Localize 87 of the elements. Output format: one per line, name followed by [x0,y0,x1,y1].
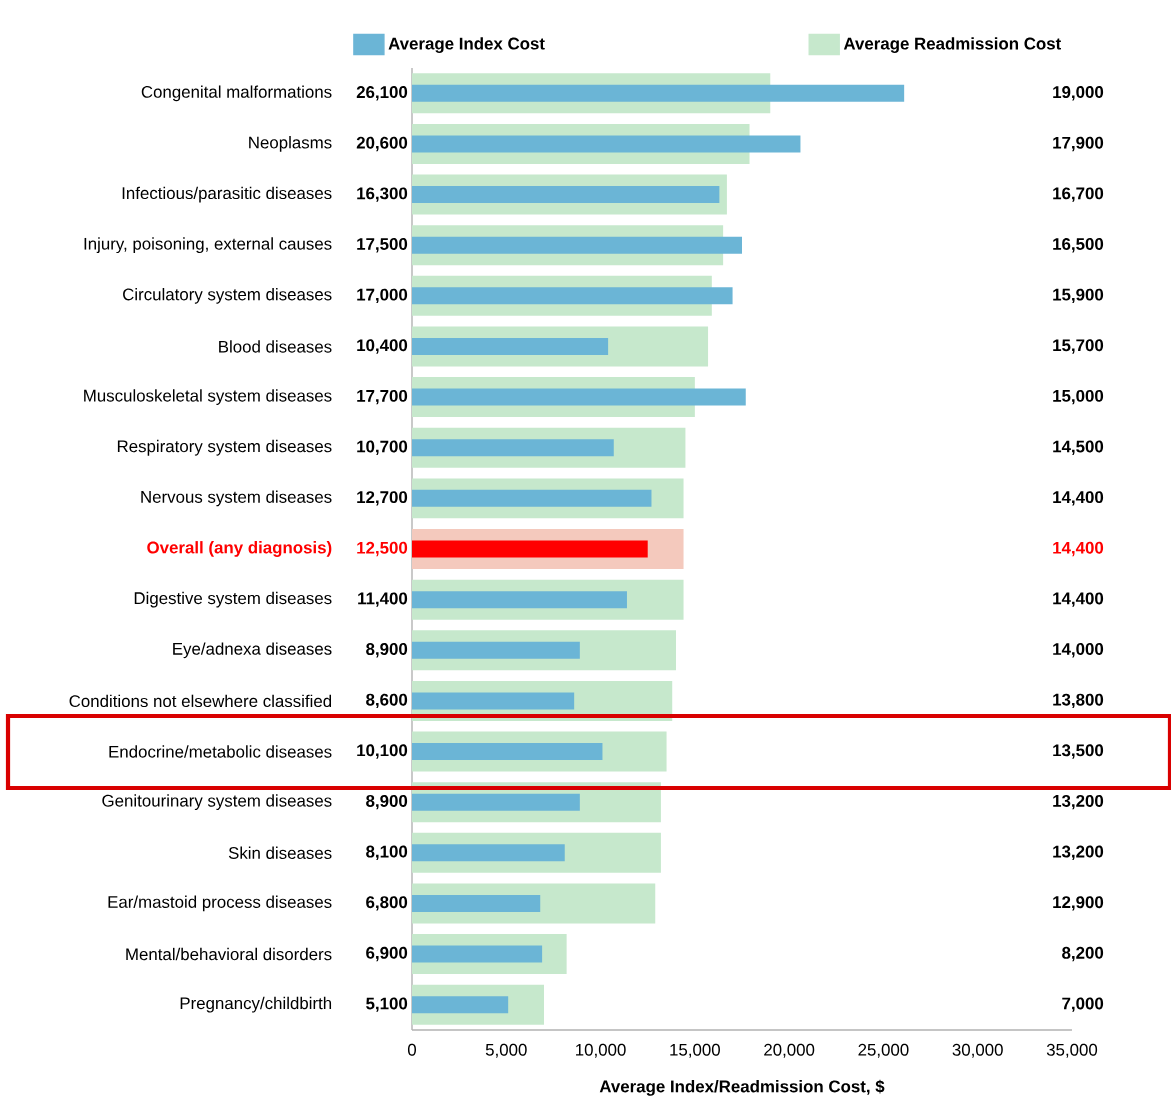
bar [412,641,580,659]
text: 13,200 [1053,845,1104,860]
bar [412,540,648,558]
text: 16,500 [1053,238,1104,253]
text: 16,300 [357,187,408,202]
y-tick-label: Endocrine/metabolic diseases [109,745,332,758]
text: 12,500 [357,541,408,557]
text: 8,200 [1062,946,1104,962]
text: 12,700 [357,491,408,506]
text: 6,900 [366,946,408,962]
text: 19,000 [1053,86,1104,101]
text: 8,600 [366,693,408,709]
bar [412,84,905,102]
text: 10,700 [357,440,408,455]
y-tick-label: Eye/adnexa diseases [173,642,332,659]
bar [412,489,652,507]
bar [412,337,609,355]
text: 7,000 [1062,997,1104,1012]
text: 17,000 [357,288,408,304]
text: 16,700 [1053,187,1104,202]
y-tick-label: Pregnancy/childbirth [180,996,332,1013]
text: 13,500 [1053,744,1104,759]
text: 14,400 [1053,491,1104,506]
y-tick-label: Skin diseases [228,846,332,859]
x-tick-label: 10,000 [576,1043,626,1058]
text: 17,700 [357,389,408,405]
y-tick-label: Circulatory system diseases [123,287,332,304]
bar [412,692,575,710]
text: 6,800 [366,896,408,911]
y-tick-label: Ear/mastoid process diseases [108,895,332,912]
x-tick-label: 30,000 [952,1043,1003,1058]
text: 14,000 [1053,643,1104,658]
y-tick-label: Injury, poisoning, external causes [84,237,332,254]
text: 15,000 [1053,389,1104,405]
text: 13,200 [1053,794,1104,810]
legend-label: Average Readmission Cost [843,37,1062,53]
x-tick-label: 5,000 [485,1043,527,1058]
y-tick-label: Genitourinary system diseases [102,794,332,811]
text: 10,400 [357,339,408,354]
bar [412,135,801,153]
y-tick-label: Neoplasms [249,136,332,152]
text: 10,100 [357,744,408,759]
text: 8,900 [366,643,408,658]
y-tick-label: Mental/behavioral disorders [126,947,332,961]
bar [412,236,742,254]
text: 17,500 [357,238,408,253]
x-tick-label: 15,000 [670,1043,720,1058]
bar [412,287,733,305]
text: 14,400 [1053,592,1104,607]
bar [412,591,627,609]
text: 26,100 [356,86,408,101]
y-tick-label: Overall (any diagnosis) [147,541,332,557]
bar [412,743,603,761]
text: 14,500 [1053,440,1104,455]
bar [412,844,565,862]
bar [412,996,509,1014]
text: 13,800 [1053,693,1104,709]
text: 14,400 [1053,541,1104,557]
text: 20,600 [356,136,408,152]
y-tick-label: Digestive system diseases [134,591,332,608]
x-tick-label: 35,000 [1046,1043,1098,1058]
x-tick-label: 25,000 [858,1043,909,1058]
y-tick-label: Infectious/parasitic diseases [122,186,332,203]
x-axis-title: Average Index/Readmission Cost, $ [599,1079,885,1096]
bar [412,945,543,963]
y-tick-label: Respiratory system diseases [117,439,332,456]
y-tick-label: Conditions not elsewhere classified [69,694,331,708]
bar [412,894,541,912]
text: 12,900 [1053,896,1104,911]
y-tick-label: Nervous system diseases [141,490,332,507]
text: 8,900 [366,794,408,810]
bar [412,793,580,811]
x-tick-label: 0 [407,1043,417,1056]
text: 17,900 [1053,136,1104,152]
y-tick-label: Musculoskeletal system diseases [84,389,332,405]
bar [412,186,720,204]
legend-label: Average Index Cost [388,37,545,53]
text: 11,400 [358,592,408,607]
text: 15,900 [1053,288,1104,304]
y-tick-label: Congenital malformations [141,85,332,102]
text: 15,700 [1053,339,1104,354]
bar [412,439,614,457]
y-tick-label: Blood diseases [219,340,332,353]
text: 5,100 [366,997,408,1012]
text: 8,100 [366,845,408,860]
x-tick-label: 20,000 [764,1043,815,1058]
bar [412,388,746,406]
